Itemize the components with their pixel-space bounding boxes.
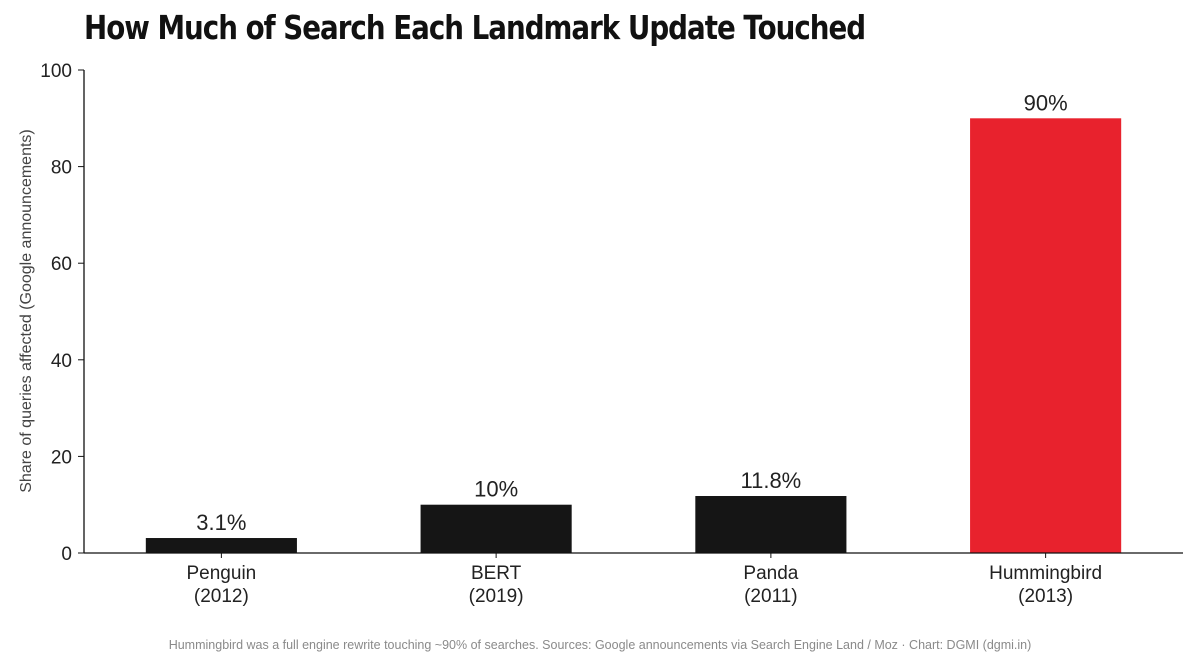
bar [970, 118, 1122, 554]
bars: 3.1% 10% 11.8% 90% [145, 90, 1122, 554]
bar-data-label: 10% [474, 477, 518, 502]
x-tick-label: Panda (2011) [743, 563, 798, 607]
chart-footnote: Hummingbird was a full engine rewrite to… [168, 638, 1032, 652]
bar-data-label: 11.8% [741, 468, 802, 493]
bar-chart: Share of queries affected (Google announ… [18, 61, 1183, 607]
y-tick-label: 80 [51, 158, 72, 179]
x-tick-label: Hummingbird (2013) [989, 563, 1102, 607]
bar-data-label: 90% [1024, 90, 1068, 115]
y-axis: 0 20 40 60 80 100 [40, 61, 85, 565]
x-tick-label: Penguin (2012) [187, 563, 257, 607]
y-tick-label: 20 [51, 447, 72, 468]
x-tick-label: BERT (2019) [469, 563, 524, 607]
bar [695, 496, 847, 553]
y-tick-label: 60 [51, 254, 72, 275]
bar [420, 504, 572, 553]
y-tick-label: 0 [61, 544, 72, 565]
chart-title: How Much of Search Each Landmark Update … [84, 8, 866, 47]
y-tick-label: 40 [51, 351, 72, 372]
bar-data-label: 3.1% [196, 510, 246, 535]
x-axis: Penguin (2012) BERT (2019) Panda (2011) Hummin… [84, 552, 1183, 607]
y-axis-label: Share of queries affected (Google announ… [18, 129, 35, 493]
y-tick-label: 100 [40, 61, 72, 82]
bar [145, 538, 297, 553]
